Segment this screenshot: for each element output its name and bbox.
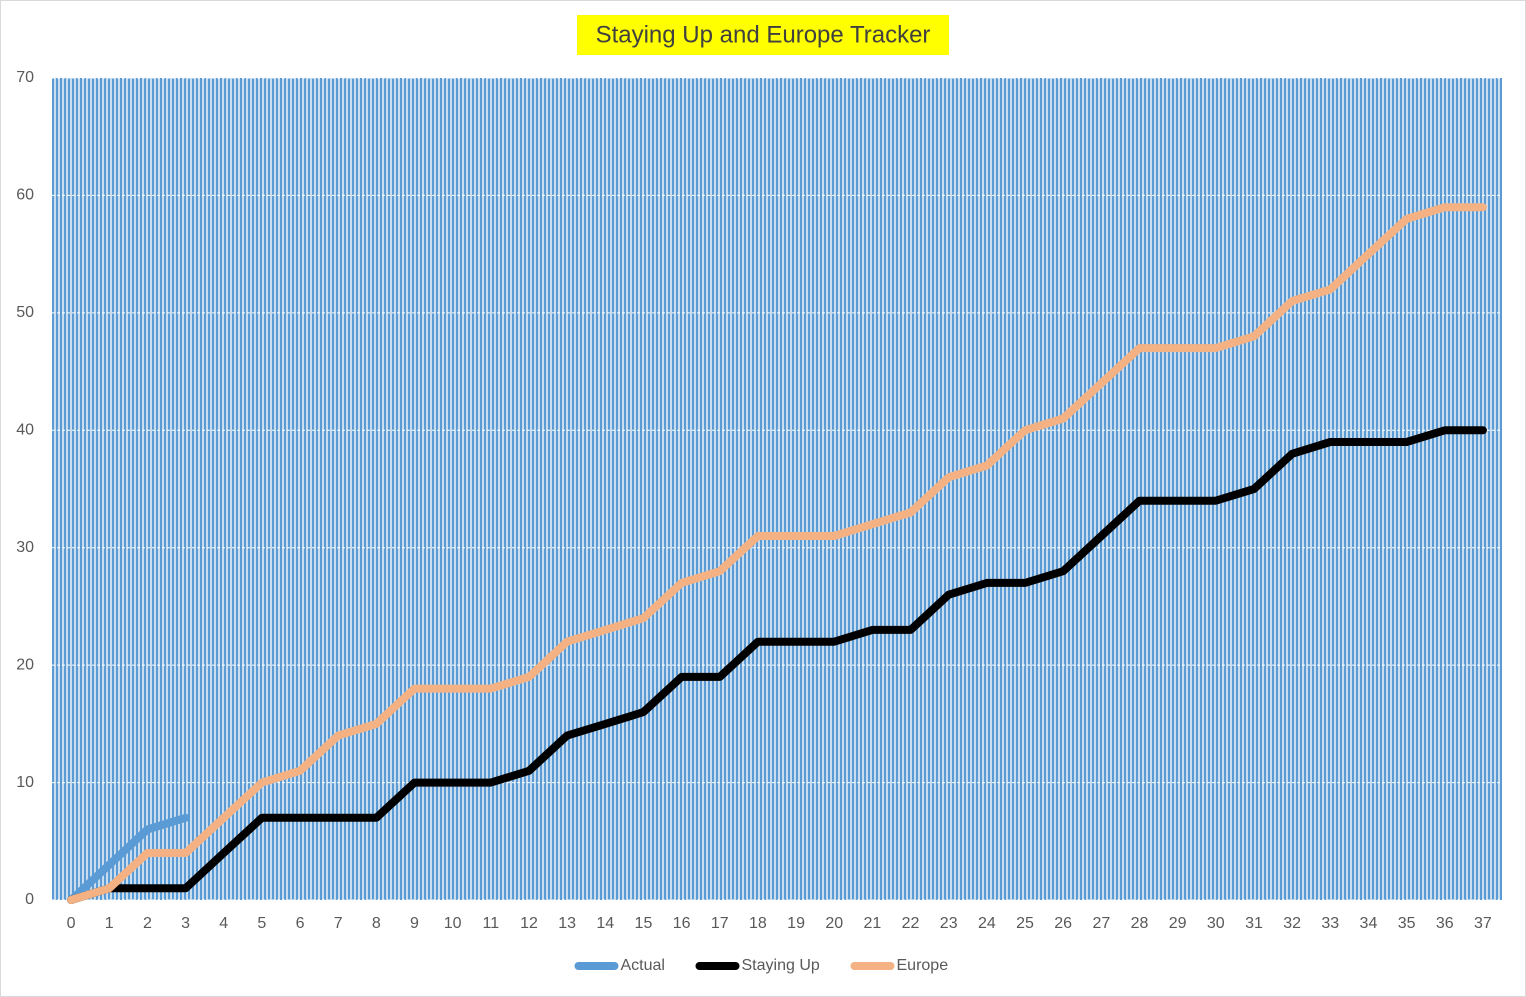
x-tick-label: 23 <box>940 915 958 932</box>
x-tick-label: 3 <box>181 915 190 932</box>
y-tick-label: 10 <box>16 774 34 791</box>
x-tick-label: 8 <box>372 915 381 932</box>
y-tick-label: 20 <box>16 656 34 673</box>
x-tick-label: 12 <box>520 915 538 932</box>
title-background <box>577 15 949 55</box>
x-tick-label: 20 <box>825 915 843 932</box>
x-tick-label: 7 <box>334 915 343 932</box>
y-tick-label: 70 <box>16 69 34 86</box>
x-tick-label: 0 <box>67 915 76 932</box>
chart-title: Staying Up and Europe Tracker <box>596 21 931 48</box>
y-tick-label: 40 <box>16 422 34 439</box>
legend-label: Staying Up <box>742 957 820 974</box>
x-tick-label: 24 <box>978 915 996 932</box>
y-tick-label: 0 <box>25 891 34 908</box>
x-tick-label: 13 <box>558 915 576 932</box>
y-tick-label: 50 <box>16 304 34 321</box>
series-line <box>67 813 190 904</box>
legend-label: Actual <box>621 957 665 974</box>
x-tick-label: 11 <box>483 915 500 932</box>
x-tick-label: 21 <box>863 915 881 932</box>
y-tick-label: 60 <box>16 187 34 204</box>
x-tick-label: 32 <box>1283 915 1301 932</box>
x-tick-label: 37 <box>1474 915 1492 932</box>
x-tick-label: 4 <box>219 915 228 932</box>
x-tick-label: 14 <box>596 915 614 932</box>
series-line <box>67 426 1487 904</box>
x-tick-label: 5 <box>257 915 266 932</box>
y-tick-label: 30 <box>16 539 34 556</box>
x-tick-label: 6 <box>296 915 305 932</box>
x-tick-label: 2 <box>143 915 152 932</box>
x-tick-label: 25 <box>1016 915 1034 932</box>
x-tick-label: 17 <box>711 915 729 932</box>
x-tick-label: 30 <box>1207 915 1225 932</box>
x-tick-label: 10 <box>444 915 462 932</box>
x-tick-label: 29 <box>1169 915 1187 932</box>
x-tick-label: 31 <box>1245 915 1263 932</box>
x-tick-label: 22 <box>902 915 920 932</box>
x-tick-label: 34 <box>1360 915 1378 932</box>
plot-area <box>52 78 1502 900</box>
x-tick-label: 28 <box>1131 915 1149 932</box>
x-tick-label: 15 <box>635 915 653 932</box>
series-line <box>67 203 1487 904</box>
x-tick-label: 33 <box>1321 915 1339 932</box>
legend-label: Europe <box>897 957 949 974</box>
x-tick-label: 18 <box>749 915 767 932</box>
x-tick-label: 1 <box>105 915 114 932</box>
x-tick-label: 16 <box>673 915 691 932</box>
x-tick-label: 27 <box>1092 915 1110 932</box>
x-tick-label: 35 <box>1398 915 1416 932</box>
x-tick-label: 19 <box>787 915 805 932</box>
x-tick-label: 9 <box>410 915 419 932</box>
x-tick-label: 36 <box>1436 915 1454 932</box>
x-tick-label: 26 <box>1054 915 1072 932</box>
